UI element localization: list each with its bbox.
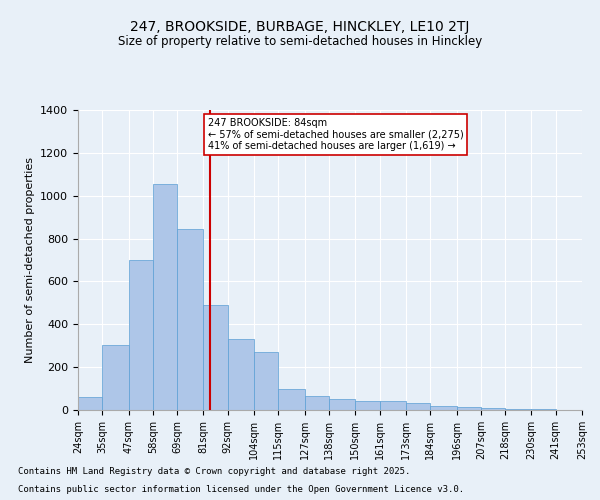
Bar — [153, 184, 177, 410]
Bar — [457, 407, 481, 410]
Bar — [481, 408, 505, 410]
Text: Contains public sector information licensed under the Open Government Licence v3: Contains public sector information licen… — [18, 485, 464, 494]
Y-axis label: Number of semi-detached properties: Number of semi-detached properties — [25, 157, 35, 363]
Bar — [254, 352, 278, 410]
Bar — [430, 406, 457, 410]
Bar — [305, 396, 329, 410]
Text: Size of property relative to semi-detached houses in Hinckley: Size of property relative to semi-detach… — [118, 35, 482, 48]
Bar — [380, 402, 406, 410]
Bar — [128, 260, 153, 410]
Bar — [505, 409, 532, 410]
Bar — [532, 409, 556, 410]
Bar — [203, 305, 227, 410]
Bar — [78, 397, 102, 410]
Text: Contains HM Land Registry data © Crown copyright and database right 2025.: Contains HM Land Registry data © Crown c… — [18, 468, 410, 476]
Bar — [227, 340, 254, 410]
Bar — [329, 400, 355, 410]
Text: 247 BROOKSIDE: 84sqm
← 57% of semi-detached houses are smaller (2,275)
41% of se: 247 BROOKSIDE: 84sqm ← 57% of semi-detac… — [208, 118, 464, 150]
Text: 247, BROOKSIDE, BURBAGE, HINCKLEY, LE10 2TJ: 247, BROOKSIDE, BURBAGE, HINCKLEY, LE10 … — [130, 20, 470, 34]
Bar — [355, 402, 380, 410]
Bar — [102, 344, 128, 410]
Bar — [177, 229, 203, 410]
Bar — [278, 388, 305, 410]
Bar — [406, 402, 430, 410]
